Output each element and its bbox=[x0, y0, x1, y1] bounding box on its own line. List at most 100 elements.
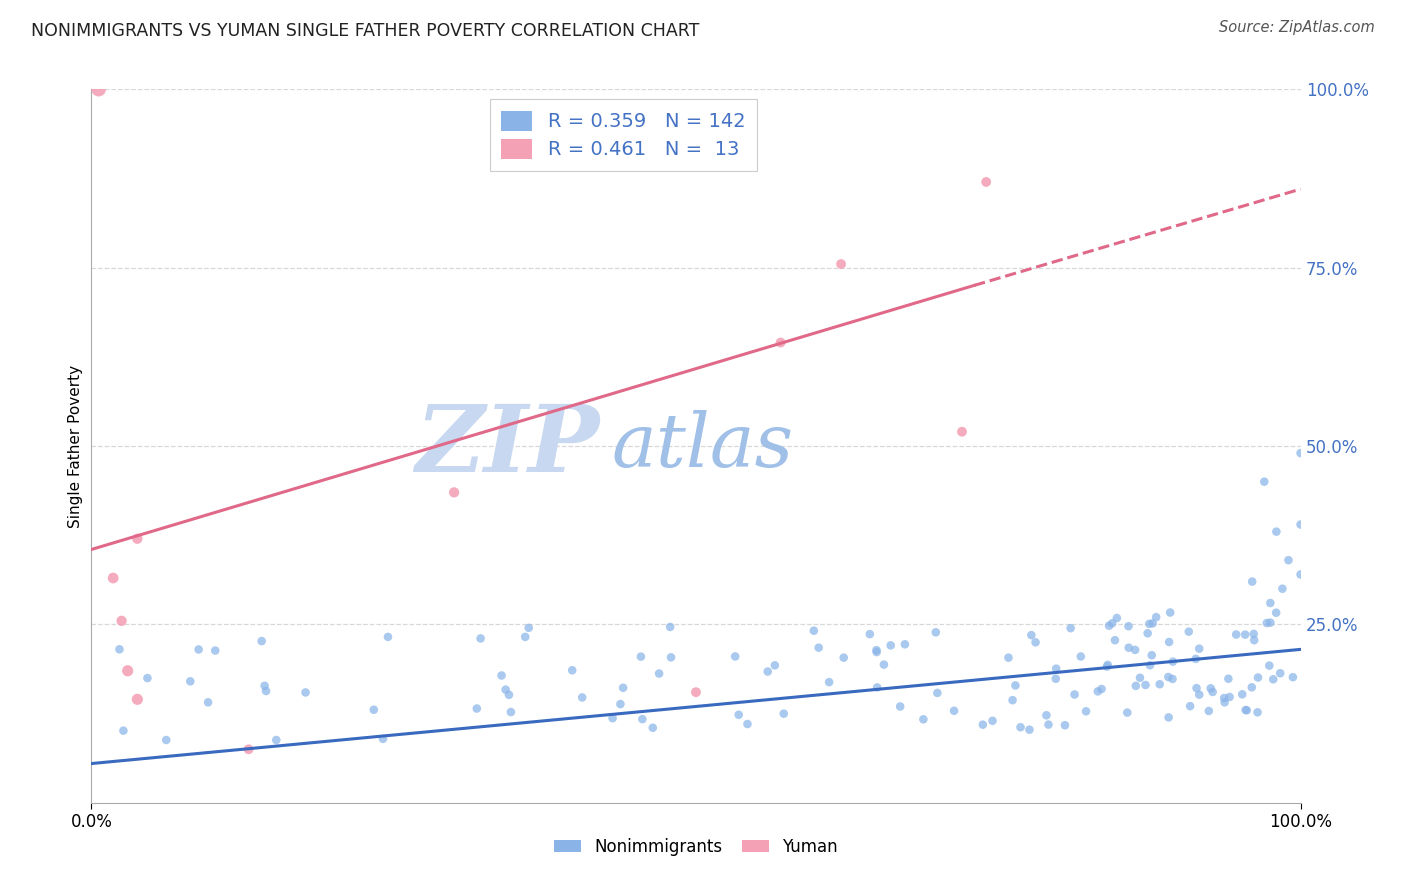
Point bbox=[1265, 524, 1288, 539]
Point bbox=[1260, 596, 1282, 610]
Point bbox=[1139, 658, 1161, 673]
Point bbox=[865, 643, 887, 657]
Point bbox=[499, 705, 522, 719]
Point bbox=[1161, 655, 1184, 669]
Point bbox=[981, 714, 1004, 728]
Point bbox=[602, 711, 624, 725]
Point bbox=[737, 717, 759, 731]
Point bbox=[112, 723, 135, 738]
Point bbox=[612, 681, 634, 695]
Point bbox=[495, 682, 517, 697]
Text: atlas: atlas bbox=[612, 409, 793, 483]
Point bbox=[630, 649, 652, 664]
Point bbox=[1053, 718, 1076, 732]
Text: Source: ZipAtlas.com: Source: ZipAtlas.com bbox=[1219, 20, 1375, 35]
Point bbox=[108, 642, 131, 657]
Point bbox=[727, 707, 749, 722]
Point bbox=[515, 630, 537, 644]
Point bbox=[818, 675, 841, 690]
Point bbox=[1243, 633, 1265, 648]
Point bbox=[561, 663, 583, 677]
Point bbox=[685, 685, 707, 699]
Point bbox=[1270, 666, 1292, 681]
Point bbox=[1271, 582, 1294, 596]
Point bbox=[491, 668, 513, 682]
Point bbox=[254, 684, 277, 698]
Point bbox=[238, 742, 260, 756]
Point bbox=[498, 688, 520, 702]
Point bbox=[1247, 671, 1270, 685]
Point bbox=[894, 637, 917, 651]
Point bbox=[1213, 691, 1236, 706]
Point bbox=[1234, 703, 1257, 717]
Point bbox=[363, 703, 385, 717]
Point bbox=[1038, 717, 1060, 731]
Point bbox=[1282, 670, 1305, 684]
Point bbox=[659, 650, 682, 665]
Point bbox=[1243, 627, 1265, 641]
Point bbox=[950, 425, 973, 439]
Point bbox=[866, 681, 889, 695]
Point bbox=[1188, 688, 1211, 702]
Point bbox=[1129, 671, 1152, 685]
Point bbox=[1289, 517, 1312, 532]
Point bbox=[1135, 678, 1157, 692]
Point bbox=[136, 671, 159, 685]
Point bbox=[1198, 704, 1220, 718]
Point bbox=[865, 645, 887, 659]
Point bbox=[571, 690, 593, 705]
Point bbox=[155, 733, 177, 747]
Point bbox=[1045, 662, 1067, 676]
Point bbox=[470, 632, 492, 646]
Point bbox=[1232, 687, 1254, 701]
Point bbox=[1289, 567, 1312, 582]
Point bbox=[631, 712, 654, 726]
Point bbox=[772, 706, 794, 721]
Point bbox=[807, 640, 830, 655]
Point bbox=[1185, 681, 1208, 695]
Point bbox=[1045, 672, 1067, 686]
Point bbox=[1074, 704, 1097, 718]
Point bbox=[912, 712, 935, 726]
Point bbox=[1159, 635, 1181, 649]
Point bbox=[641, 721, 664, 735]
Point bbox=[1219, 690, 1241, 704]
Point bbox=[648, 666, 671, 681]
Point bbox=[1289, 446, 1312, 460]
Point bbox=[1021, 628, 1043, 642]
Point bbox=[1188, 641, 1211, 656]
Point bbox=[972, 717, 994, 731]
Point bbox=[1140, 648, 1163, 663]
Point bbox=[443, 485, 465, 500]
Point bbox=[1136, 626, 1159, 640]
Point bbox=[250, 634, 273, 648]
Point bbox=[1118, 619, 1140, 633]
Point bbox=[1225, 627, 1247, 641]
Point bbox=[1241, 574, 1264, 589]
Text: NONIMMIGRANTS VS YUMAN SINGLE FATHER POVERTY CORRELATION CHART: NONIMMIGRANTS VS YUMAN SINGLE FATHER POV… bbox=[31, 22, 699, 40]
Point bbox=[1018, 723, 1040, 737]
Point bbox=[465, 701, 488, 715]
Point bbox=[377, 630, 399, 644]
Text: ZIP: ZIP bbox=[415, 401, 599, 491]
Point bbox=[1101, 616, 1123, 631]
Point bbox=[371, 731, 394, 746]
Point bbox=[832, 650, 855, 665]
Point bbox=[1149, 677, 1171, 691]
Point bbox=[1098, 618, 1121, 632]
Point bbox=[1161, 672, 1184, 686]
Point bbox=[609, 697, 631, 711]
Point bbox=[1004, 678, 1026, 692]
Point bbox=[1097, 657, 1119, 672]
Point bbox=[127, 692, 149, 706]
Point bbox=[997, 650, 1019, 665]
Point bbox=[659, 620, 682, 634]
Point bbox=[127, 532, 149, 546]
Point bbox=[1236, 703, 1258, 717]
Point bbox=[1104, 633, 1126, 648]
Point bbox=[101, 571, 124, 585]
Point bbox=[1218, 672, 1240, 686]
Point bbox=[873, 657, 896, 672]
Point bbox=[974, 175, 997, 189]
Point bbox=[1263, 673, 1285, 687]
